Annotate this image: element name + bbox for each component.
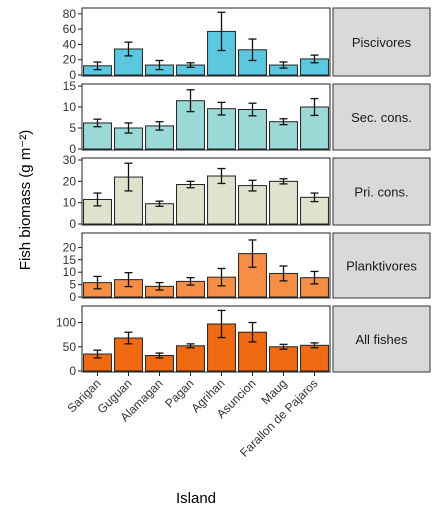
y-tick-label: 40 [63, 37, 77, 51]
facet-strip [332, 83, 431, 151]
bar [238, 185, 267, 225]
y-tick-label: 5 [69, 121, 76, 135]
panel-border [81, 232, 331, 299]
y-tick-label: 20 [63, 240, 77, 254]
y-tick-label: 10 [63, 100, 77, 114]
facet-strip [332, 232, 431, 299]
y-tick-label: 10 [63, 265, 77, 279]
y-tick-label: 80 [63, 7, 77, 21]
facet-strip-label: Planktivores [346, 259, 417, 274]
panel-border [81, 83, 331, 151]
panel-4: 0 50 100 All fishes [56, 305, 431, 378]
panel-border [81, 157, 331, 226]
bar [300, 344, 329, 372]
y-tick-label: 0 [69, 217, 76, 231]
bar [176, 184, 205, 225]
facet-strip-label: All fishes [355, 332, 408, 347]
y-axis-label: Fish biomass (g m⁻²) [17, 130, 34, 270]
y-tick-label: 0 [69, 142, 76, 156]
facet-strip [332, 7, 431, 77]
facet-strip [332, 157, 431, 226]
bar [269, 121, 298, 150]
y-tick-label: 5 [69, 278, 76, 292]
y-tick-label: 0 [69, 68, 76, 82]
y-tick-label: 10 [63, 196, 77, 210]
bar [269, 180, 298, 225]
panel-border [81, 7, 331, 77]
x-axis: SariganGuguanAlamaganPaganAgrihanAsuncio… [64, 372, 321, 460]
bar [238, 253, 267, 298]
x-axis-label: Island [176, 490, 216, 507]
y-tick-label: 50 [63, 340, 77, 354]
y-tick-label: 30 [63, 153, 77, 167]
bar [176, 345, 205, 372]
y-tick-label: 100 [56, 316, 76, 330]
bar [238, 331, 267, 372]
facet-strip [332, 305, 431, 373]
facet-strip-label: Sec. cons. [351, 110, 412, 125]
y-tick-label: 20 [63, 174, 77, 188]
y-tick-label: 15 [63, 79, 77, 93]
y-tick-label: 0 [69, 290, 76, 304]
panel-2: 0 10 20 30 Pri. cons. [63, 153, 431, 231]
y-tick-label: 20 [63, 53, 77, 67]
panel-border [81, 305, 331, 373]
facet-strip-label: Piscivores [352, 35, 412, 50]
facet-strip-label: Pri. cons. [354, 185, 408, 200]
bar [269, 346, 298, 372]
y-tick-label: 0 [69, 364, 76, 378]
panel-1: 0 5 10 15 Sec. cons. [63, 79, 431, 156]
y-tick-label: 60 [63, 22, 77, 36]
y-tick-label: 15 [63, 253, 77, 267]
